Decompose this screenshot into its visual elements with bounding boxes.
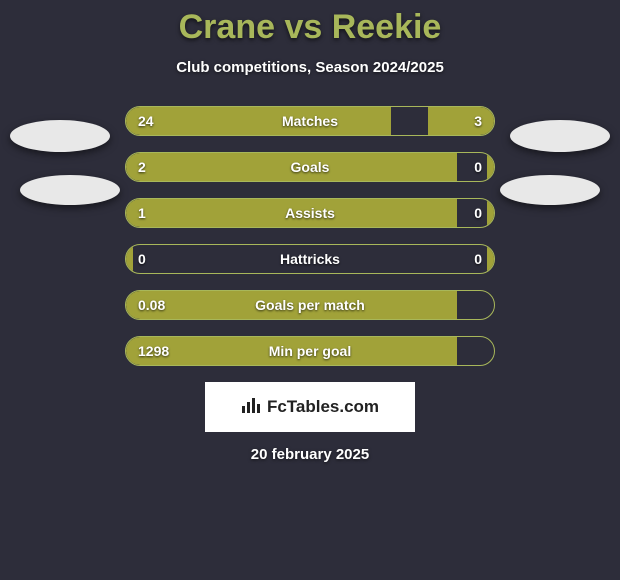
stat-row: 24 Matches 3 [125, 106, 495, 136]
date-label: 20 february 2025 [0, 446, 620, 463]
stat-label: Hattricks [126, 251, 494, 267]
stat-label: Goals per match [126, 297, 494, 313]
subtitle: Club competitions, Season 2024/2025 [0, 59, 620, 76]
comparison-chart: 24 Matches 3 2 Goals 0 1 Assists 0 0 Hat… [0, 106, 620, 366]
stat-row: 2 Goals 0 [125, 152, 495, 182]
stat-row: 0.08 Goals per match [125, 290, 495, 320]
stat-label: Assists [126, 205, 494, 221]
stat-label: Min per goal [126, 343, 494, 359]
stat-row: 1298 Min per goal [125, 336, 495, 366]
stat-row: 1 Assists 0 [125, 198, 495, 228]
branding-badge: FcTables.com [205, 382, 415, 432]
stat-label: Matches [126, 113, 494, 129]
value-right: 0 [474, 251, 482, 267]
chart-icon [241, 396, 267, 419]
value-right: 3 [474, 113, 482, 129]
value-right: 0 [474, 205, 482, 221]
stat-row: 0 Hattricks 0 [125, 244, 495, 274]
stat-label: Goals [126, 159, 494, 175]
value-right: 0 [474, 159, 482, 175]
branding-text: FcTables.com [267, 397, 379, 417]
page-title: Crane vs Reekie [0, 0, 620, 47]
